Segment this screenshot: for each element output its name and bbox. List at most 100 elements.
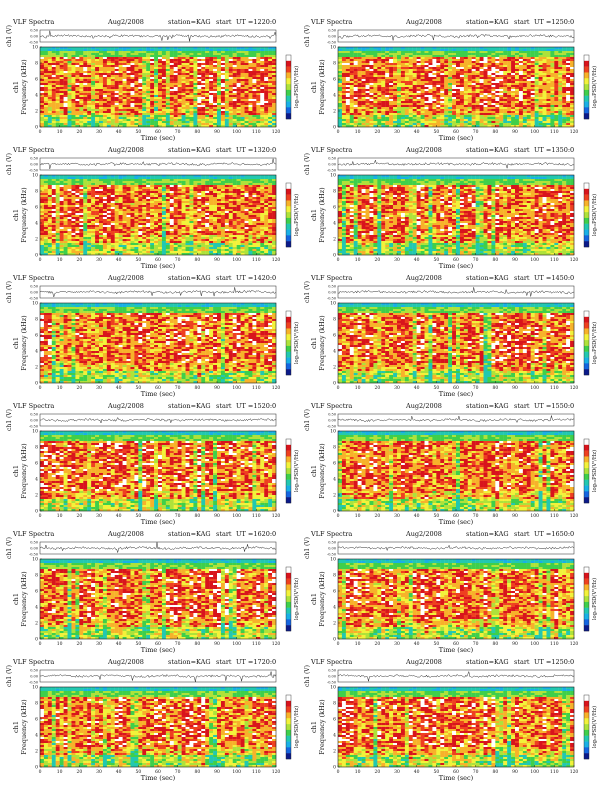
spectrogram-cell <box>170 79 174 81</box>
spectrogram-cell <box>252 75 256 77</box>
spectrogram-cell <box>201 63 205 65</box>
spectrogram-cell <box>229 59 233 61</box>
spectrogram-cell <box>170 65 174 67</box>
spectrogram-cell <box>237 61 241 63</box>
spectrogram-cell <box>209 75 213 77</box>
spectrogram-cell <box>134 81 138 83</box>
spectrogram-cell <box>225 61 229 63</box>
spectrogram-cell <box>52 83 56 85</box>
spectrogram-cell <box>123 63 127 65</box>
spectrogram-cell <box>107 57 111 59</box>
spectrogram-cell <box>87 55 91 57</box>
spectrogram-cell <box>162 71 166 73</box>
spectrogram-cell <box>40 75 44 77</box>
spectrogram-cell <box>60 79 64 81</box>
spectrogram-cell <box>205 61 209 63</box>
panel-date: Aug2/2008 <box>107 18 144 26</box>
spectrogram-cell <box>233 47 237 49</box>
spectrogram-cell <box>99 51 103 53</box>
spectrogram-cell <box>268 59 272 61</box>
panel-title-left: VLF Spectra <box>12 18 54 26</box>
spectrogram-cell <box>60 61 64 63</box>
spectrogram-cell <box>64 75 68 77</box>
spectrogram-cell <box>170 51 174 53</box>
spectrogram-cell <box>174 75 178 77</box>
spectrogram-cell <box>64 67 68 69</box>
spectrogram-cell <box>130 63 134 65</box>
spectrogram-cell <box>233 57 237 59</box>
spectrogram-cell <box>95 53 99 55</box>
spectrogram-cell <box>186 83 190 85</box>
spectrogram-cell <box>245 85 249 87</box>
spectrogram-cell <box>138 47 142 49</box>
spectrogram-cell <box>209 55 213 57</box>
spectrogram-cell <box>154 75 158 77</box>
spectrogram-cell <box>260 63 264 65</box>
spectrogram-cell <box>209 71 213 73</box>
spectrogram-cell <box>166 53 170 55</box>
spectrogram-cell <box>119 79 123 81</box>
spectrogram-cell <box>217 71 221 73</box>
spectrogram-cell <box>44 75 48 77</box>
spectrogram-cell <box>44 63 48 65</box>
spectrogram-cell <box>264 67 268 69</box>
spectrogram-cell <box>166 69 170 71</box>
spectrogram-cell <box>91 49 95 51</box>
spectrogram-cell <box>103 75 107 77</box>
spectrogram-cell <box>166 57 170 59</box>
spectrogram-cell <box>115 69 119 71</box>
spectrogram-cell <box>158 73 162 75</box>
spectrogram-cell <box>107 81 111 83</box>
spectrogram-cell <box>79 71 83 73</box>
spectrogram-cell <box>221 67 225 69</box>
spectrogram-cell <box>56 59 60 61</box>
spectrogram-cell <box>60 47 64 49</box>
spectrogram-cell <box>71 53 75 55</box>
spectrogram-cell <box>103 49 107 51</box>
spectrogram-cell <box>225 59 229 61</box>
spectrogram-cell <box>182 67 186 69</box>
spectrogram-cell <box>75 79 79 81</box>
spectrogram-cell <box>60 51 64 53</box>
spectrogram-cell <box>107 47 111 49</box>
spectrogram-cell <box>189 83 193 85</box>
spectrogram-cell <box>170 71 174 73</box>
spectrogram-cell <box>217 67 221 69</box>
spectrogram-cell <box>103 65 107 67</box>
spectrogram-cell <box>130 65 134 67</box>
spectrogram-cell <box>95 55 99 57</box>
spectrogram-cell <box>260 47 264 49</box>
spectrogram-cell <box>56 83 60 85</box>
spectrogram-cell <box>150 49 154 51</box>
spectrogram-cell <box>268 49 272 51</box>
spectrogram-cell <box>60 57 64 59</box>
spectrogram-cell <box>217 69 221 71</box>
spectrogram-cell <box>268 69 272 71</box>
spectrogram-cell <box>150 51 154 53</box>
spectrogram-cell <box>178 55 182 57</box>
spectrogram-cell <box>138 65 142 67</box>
spectrogram-cell <box>150 73 154 75</box>
spectrogram-cell <box>142 77 146 79</box>
spectrogram-cell <box>225 53 229 55</box>
spectrogram-cell <box>48 59 52 61</box>
spectrogram-cell <box>252 53 256 55</box>
spectrogram-cell <box>130 75 134 77</box>
spectrogram-cell <box>189 71 193 73</box>
spectrogram-cell <box>178 47 182 49</box>
spectrogram-cell <box>241 63 245 65</box>
spectrogram-cell <box>91 79 95 81</box>
spectrogram-cell <box>111 65 115 67</box>
spectrogram-cell <box>91 83 95 85</box>
spectrogram-cell <box>60 55 64 57</box>
spectrogram-cell <box>130 61 134 63</box>
spectrogram-cell <box>174 69 178 71</box>
spectrogram-cell <box>241 85 245 87</box>
spectrogram-cell <box>68 73 72 75</box>
spectrogram-cell <box>158 81 162 83</box>
spectrogram-cell <box>197 77 201 79</box>
spectrogram-cell <box>123 81 127 83</box>
spectrogram-cell <box>186 55 190 57</box>
spectrogram-cell <box>52 85 56 87</box>
spectrogram-cell <box>79 53 83 55</box>
